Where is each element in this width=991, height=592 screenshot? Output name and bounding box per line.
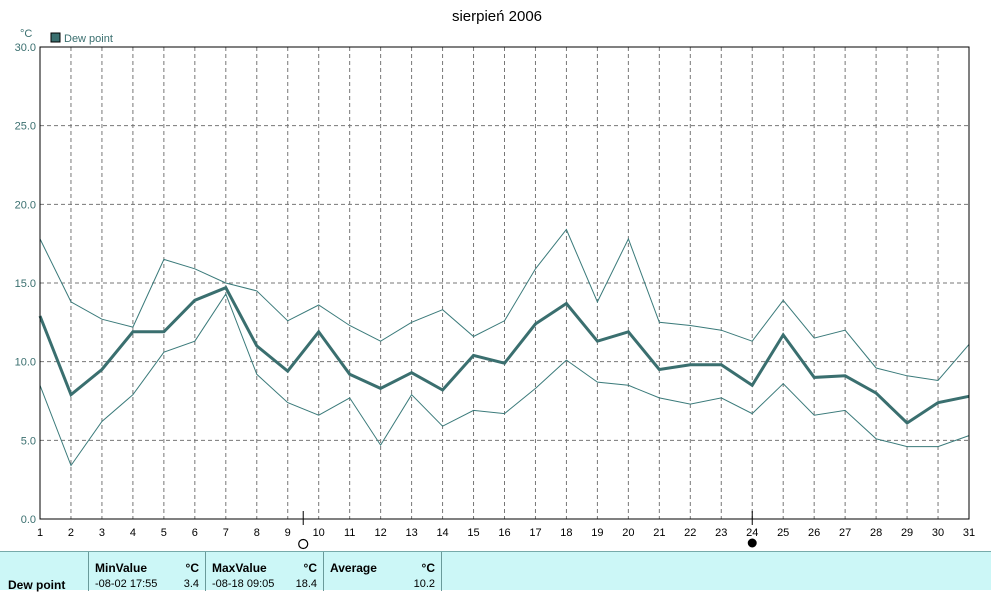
x-tick-label: 9 [285,527,291,539]
min-time: -08-02 17:55 [95,578,158,590]
legend-label: Dew point [64,33,113,45]
max-unit: °C [303,561,317,575]
x-tick-label: 12 [375,527,387,539]
min-value: 3.4 [183,578,199,590]
stats-min-cell: MinValue °C -08-02 17:55 3.4 [89,552,206,591]
chart: sierpień 2006 °C Dew point 0.0 5.0 10.0 15.… [15,8,975,550]
stats-row-label: Dew point [8,578,66,592]
y-tick-label: 30.0 [15,42,36,54]
min-header: MinValue [95,561,148,575]
new-moon-marker [298,538,309,550]
stats-panel: Dew point MinValue °C -08-02 17:55 3.4 M… [0,551,991,592]
max-value: 18.4 [295,578,317,590]
x-tick-label: 20 [622,527,634,539]
avg-value: 10.2 [413,578,435,590]
chart-title: sierpień 2006 [452,8,542,25]
y-tick-label: 10.0 [15,357,36,369]
series-line-max [39,228,970,382]
x-tick-label: 13 [405,527,417,539]
min-unit: °C [185,561,199,575]
x-tick-label: 5 [161,527,167,539]
series-line-min [39,292,970,467]
x-tick-label: 15 [467,527,479,539]
x-tick-label: 26 [808,527,820,539]
x-tick-label: 24 [746,527,758,539]
x-tick-label: 22 [684,527,696,539]
x-tick-label: 29 [901,527,913,539]
legend-swatch [50,32,61,43]
y-tick-label: 0.0 [21,514,36,526]
y-tick-label: 25.0 [15,121,36,133]
x-tick-label: 10 [313,527,325,539]
x-tick-label: 1 [37,527,43,539]
stats-label-cell: Dew point [0,552,89,592]
x-tick-label: 8 [254,527,260,539]
max-header: MaxValue [212,561,267,575]
x-tick-label: 7 [223,527,229,539]
x-tick-label: 25 [777,527,789,539]
x-tick-label: 19 [591,527,603,539]
x-tick-label: 6 [192,527,198,539]
x-tick-label: 31 [963,527,975,539]
full-moon-marker [747,538,757,548]
avg-unit: °C [421,561,435,575]
x-tick-label: 14 [436,527,448,539]
x-tick-label: 3 [99,527,105,539]
y-axis-unit: °C [20,28,32,40]
y-tick-label: 15.0 [15,278,36,290]
avg-header: Average [330,561,377,575]
stats-max-cell: MaxValue °C -08-18 09:05 18.4 [206,552,324,591]
x-tick-label: 11 [344,527,355,539]
max-time: -08-18 09:05 [212,578,275,590]
x-tick-label: 27 [839,527,851,539]
stats-avg-cell: Average °C 10.2 [324,552,442,591]
x-tick-label: 18 [560,527,572,539]
x-tick-label: 21 [653,527,665,539]
x-tick-label: 23 [715,527,727,539]
x-tick-label: 17 [529,527,541,539]
series-line-average [38,285,970,425]
x-tick-label: 4 [130,527,136,539]
x-tick-label: 30 [932,527,944,539]
y-tick-label: 20.0 [15,199,36,211]
x-tick-label: 2 [68,527,74,539]
y-tick-label: 5.0 [21,435,36,447]
plot-frame [39,46,970,520]
x-tick-label: 16 [498,527,510,539]
x-tick-label: 28 [870,527,882,539]
